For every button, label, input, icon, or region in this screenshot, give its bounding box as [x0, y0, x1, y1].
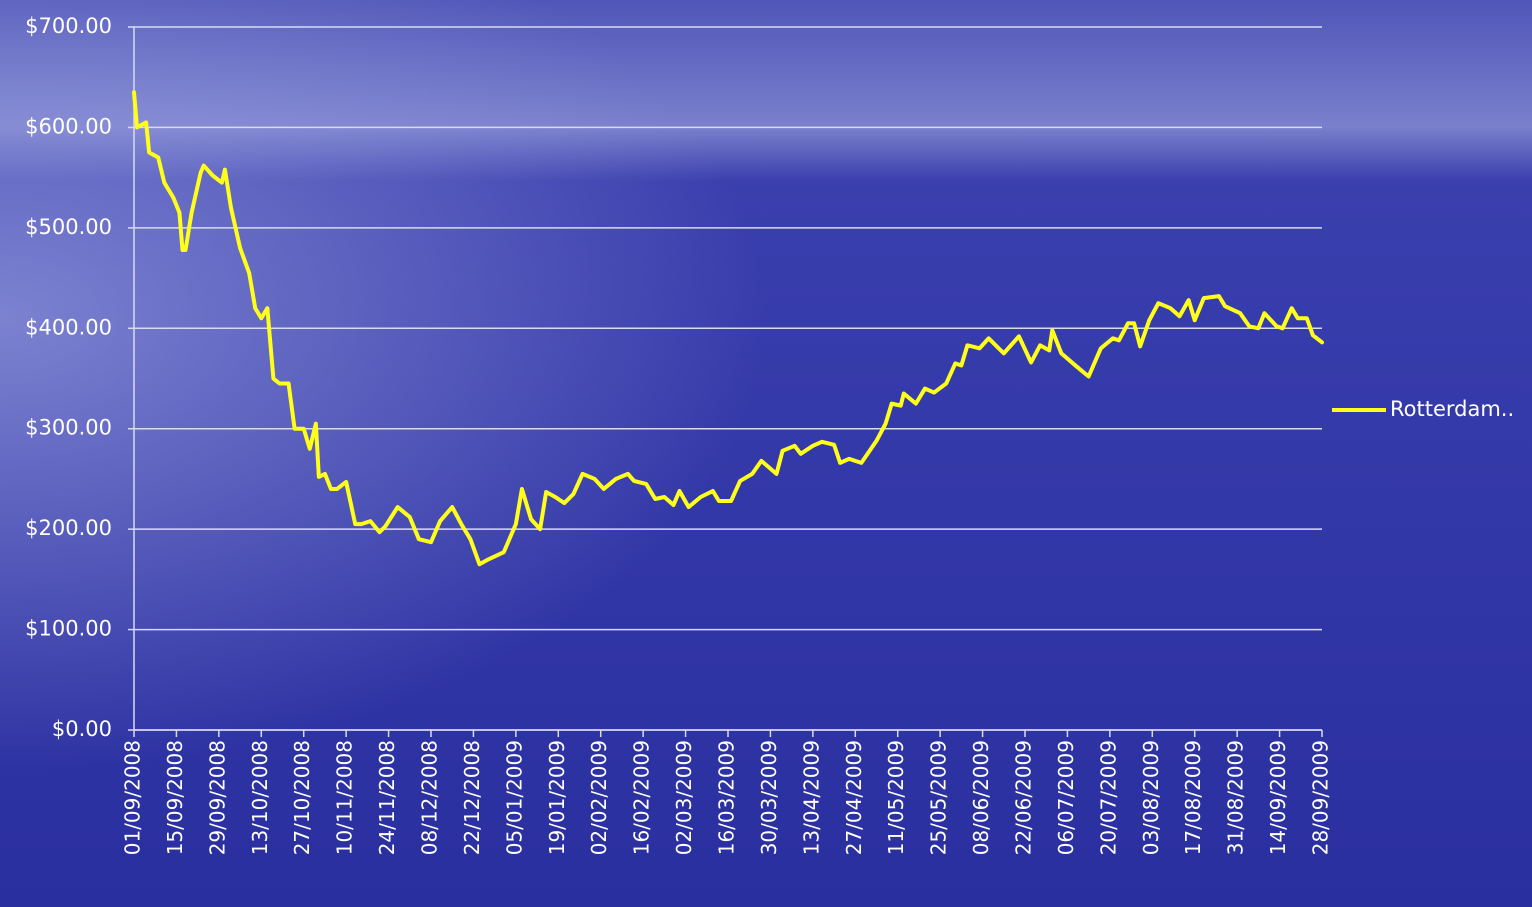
- x-tick-label: 22/12/2008: [460, 740, 484, 855]
- y-tick-label: $300.00: [25, 416, 112, 440]
- y-tick-label: $0.00: [52, 717, 112, 741]
- x-tick-label: 01/09/2008: [121, 740, 145, 855]
- x-tick-label: 11/05/2009: [884, 740, 908, 855]
- x-tick-label: 02/02/2009: [587, 740, 611, 855]
- x-tick-label: 19/01/2009: [545, 740, 569, 855]
- y-tick-label: $100.00: [25, 617, 112, 641]
- y-tick-label: $600.00: [25, 114, 112, 138]
- x-tick-label: 31/08/2009: [1224, 740, 1248, 855]
- y-tick-label: $400.00: [25, 315, 112, 339]
- y-tick-label: $200.00: [25, 516, 112, 540]
- x-tick-label: 20/07/2009: [1096, 740, 1120, 855]
- legend-label: Rotterdam..: [1390, 397, 1514, 421]
- x-tick-label: 05/01/2009: [502, 740, 526, 855]
- x-tick-label: 30/03/2009: [757, 740, 781, 855]
- x-tick-label: 27/04/2009: [842, 740, 866, 855]
- x-tick-label: 16/02/2009: [630, 740, 654, 855]
- x-tick-label: 08/12/2008: [418, 740, 442, 855]
- x-tick-label: 24/11/2008: [375, 740, 399, 855]
- x-tick-label: 25/05/2009: [927, 740, 951, 855]
- x-tick-label: 29/09/2008: [205, 740, 229, 855]
- y-tick-label: $700.00: [25, 14, 112, 38]
- x-tick-label: 15/09/2008: [163, 740, 187, 855]
- x-tick-label: 27/10/2008: [290, 740, 314, 855]
- x-tick-label: 14/09/2009: [1266, 740, 1290, 855]
- x-tick-label: 22/06/2009: [1012, 740, 1036, 855]
- line-series: [132, 90, 1324, 567]
- x-tick-label: 13/04/2009: [799, 740, 823, 855]
- x-tick-label: 13/10/2008: [248, 740, 272, 855]
- x-tick-label: 02/03/2009: [672, 740, 696, 855]
- x-tick-label: 06/07/2009: [1054, 740, 1078, 855]
- plot-area: $0.00 $100.00 $200.00 $300.00 $400.00 $500.00…: [25, 14, 1514, 855]
- x-tick-label: 10/11/2008: [333, 740, 357, 855]
- x-tick-label: 03/08/2009: [1139, 740, 1163, 855]
- x-tick-label: 28/09/2009: [1309, 740, 1333, 855]
- x-tick-label: 17/08/2009: [1181, 740, 1205, 855]
- x-tick-label: 16/03/2009: [715, 740, 739, 855]
- x-tick-label: 08/06/2009: [969, 740, 993, 855]
- y-tick-label: $500.00: [25, 215, 112, 239]
